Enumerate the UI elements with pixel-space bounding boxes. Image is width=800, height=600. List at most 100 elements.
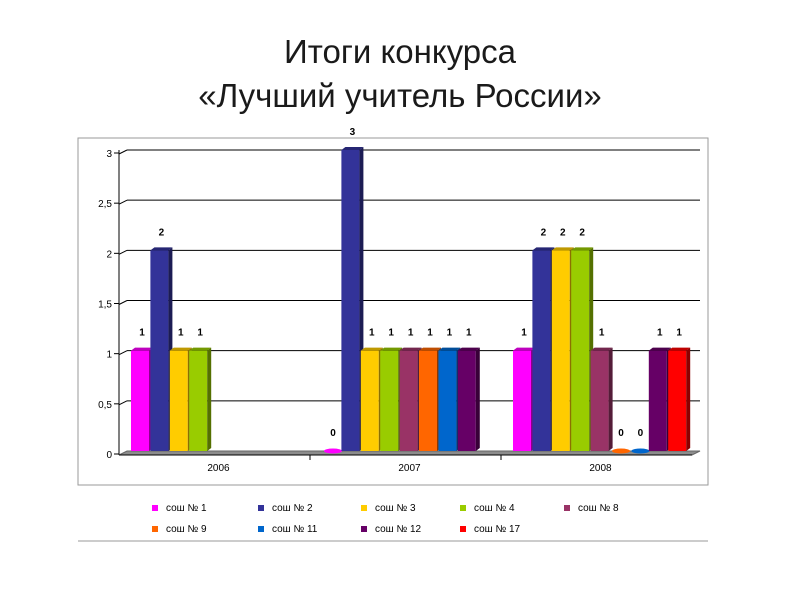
bar (189, 350, 208, 451)
data-label: 1 (521, 328, 527, 339)
data-label: 1 (139, 328, 145, 339)
data-label: 1 (178, 328, 184, 339)
bar-side (207, 347, 212, 451)
legend-label: сош № 3 (375, 503, 416, 514)
legend-swatch (258, 505, 264, 511)
y-tick-label: 0,5 (98, 400, 112, 411)
data-label: 0 (618, 428, 624, 439)
y-tick-label: 1 (106, 350, 112, 361)
bar (380, 350, 399, 451)
legend-label: сош № 8 (578, 503, 619, 514)
bar-top (341, 147, 364, 150)
bar (169, 350, 188, 451)
bar (532, 250, 551, 451)
bar-top (571, 247, 594, 251)
gridline-wall (118, 350, 128, 356)
legend-swatch (361, 505, 367, 511)
data-label: 1 (466, 328, 472, 339)
legend-label: сош № 1 (166, 503, 207, 514)
bar (341, 150, 360, 451)
bar (150, 250, 169, 451)
y-tick-label: 3 (106, 149, 112, 160)
bar (419, 350, 437, 451)
data-label: 1 (676, 328, 682, 339)
y-tick-label: 1,5 (98, 300, 112, 311)
legend-swatch (460, 526, 466, 532)
data-label: 2 (541, 227, 547, 238)
legend-label: сош № 2 (272, 503, 313, 514)
data-label: 1 (427, 328, 433, 339)
bar-top (380, 347, 403, 351)
legend-swatch (258, 526, 264, 532)
gridline-wall (118, 300, 128, 305)
data-label: 2 (579, 227, 585, 238)
bar-top (513, 347, 535, 351)
gridline-wall (118, 249, 128, 255)
bar (513, 350, 531, 451)
data-label: 1 (197, 328, 203, 339)
bar (668, 350, 687, 451)
bar (457, 350, 476, 451)
data-label: 0 (638, 428, 644, 439)
legend-swatch (152, 505, 158, 511)
bar-zero (631, 448, 650, 454)
data-label: 0 (330, 428, 336, 439)
bar-top (532, 247, 555, 251)
legend-label: сош № 11 (272, 524, 318, 535)
bar (551, 250, 570, 451)
legend-label: сош № 4 (474, 503, 515, 514)
chart-frame (77, 137, 709, 486)
bar-top (169, 347, 192, 351)
y-tick-label: 2,5 (98, 199, 112, 210)
bar (438, 350, 457, 451)
data-label: 2 (560, 227, 566, 238)
bar-top (150, 247, 173, 251)
data-label: 3 (350, 127, 356, 138)
data-label: 1 (657, 328, 663, 339)
bar-top (438, 347, 461, 351)
legend-swatch (564, 505, 570, 511)
gridline-wall (118, 400, 128, 406)
data-label: 1 (388, 328, 394, 339)
bar-top (648, 347, 671, 351)
legend-label: сош № 17 (474, 524, 521, 535)
bar-top (360, 347, 383, 351)
legend-label: сош № 9 (166, 524, 207, 535)
x-tick-label: 2008 (589, 463, 612, 474)
gridline-wall (118, 199, 128, 205)
chart-title-line-1: Итоги конкурса (284, 33, 516, 70)
data-label: 1 (408, 328, 414, 339)
bar (399, 350, 418, 451)
x-tick-label: 2006 (207, 463, 230, 474)
bar-top (668, 347, 691, 351)
bar-top (590, 347, 613, 351)
chart-title-line-2: «Лучший учитель России» (198, 77, 602, 114)
x-tick-label: 2007 (398, 463, 421, 474)
data-label: 1 (447, 328, 453, 339)
bar-top (457, 347, 480, 351)
bar-side (608, 347, 613, 451)
bar (590, 350, 609, 451)
bar (571, 250, 590, 451)
bar-top (551, 247, 574, 251)
bar-side (475, 347, 480, 451)
bar-zero (612, 448, 630, 454)
bar (648, 350, 667, 451)
bar-top (419, 347, 441, 351)
legend-swatch (152, 526, 158, 532)
legend-label: сош № 12 (375, 524, 422, 535)
data-label: 1 (599, 328, 605, 339)
bar-top (189, 347, 212, 351)
bar-zero (324, 448, 342, 454)
bar-top (131, 347, 153, 351)
bar-top (399, 347, 422, 351)
data-label: 2 (159, 227, 165, 238)
bar (131, 350, 149, 451)
y-tick-label: 0 (106, 450, 112, 461)
y-tick-label: 2 (106, 249, 112, 260)
bar-side (686, 347, 691, 451)
legend-swatch (460, 505, 466, 511)
legend-swatch (361, 526, 367, 532)
bar (360, 350, 379, 451)
